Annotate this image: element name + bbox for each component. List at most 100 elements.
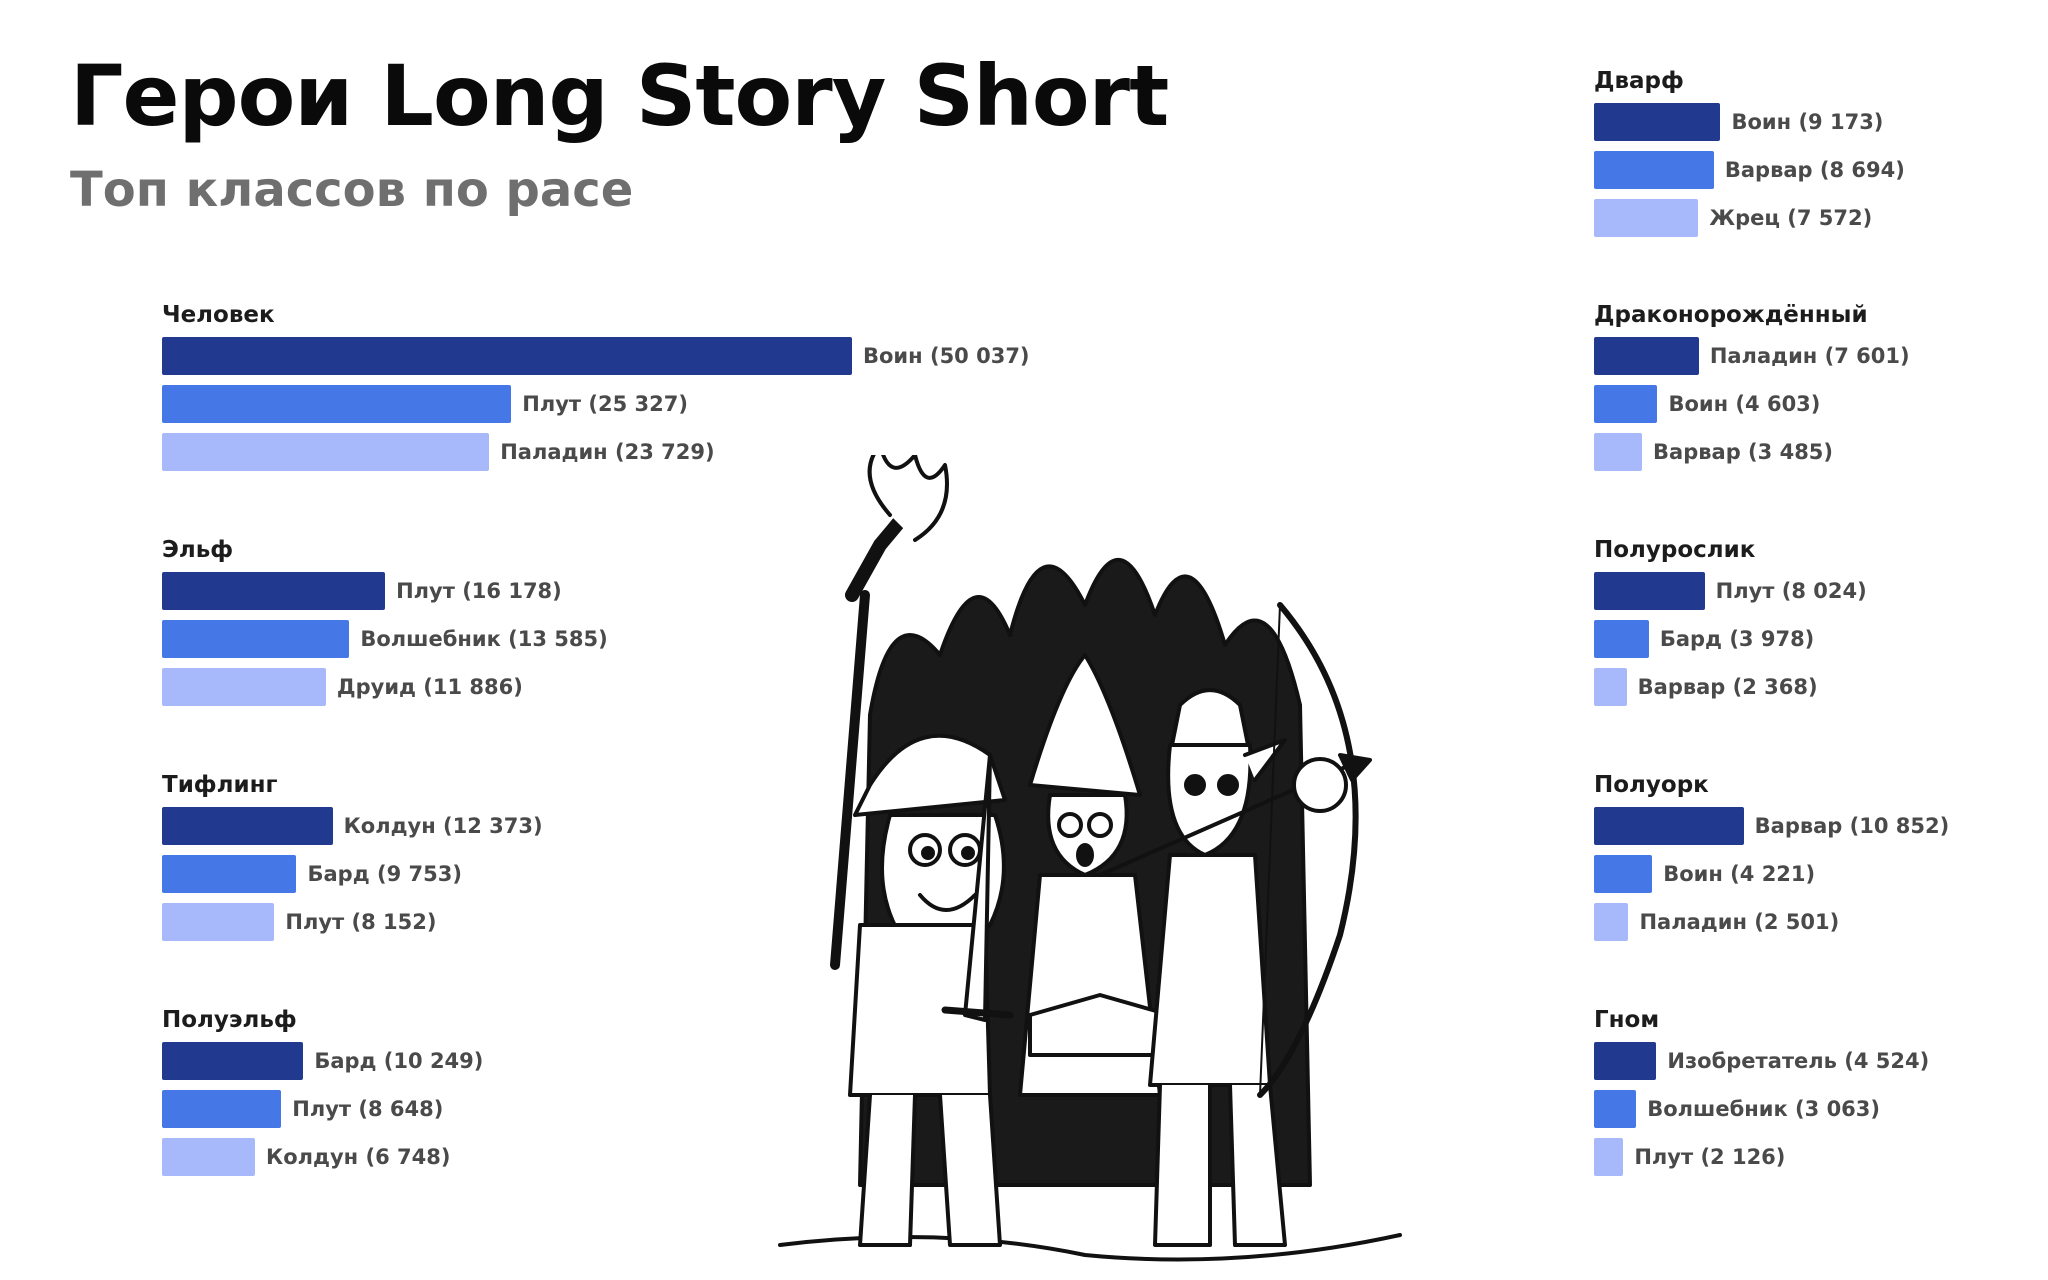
bar-row: Колдун (6 748) [162, 1133, 682, 1181]
bar [162, 903, 275, 941]
bar [162, 385, 512, 423]
bar-row: Паладин (23 729) [162, 428, 715, 476]
bar-value-label: Плут (8 648) [292, 1097, 444, 1121]
bar-value-label: Варвар (10 852) [1754, 814, 1950, 838]
page-subtitle: Топ классов по расе [70, 162, 634, 218]
race-group: Гном Изобретатель (4 524) Волшебник (3 063… [1594, 1003, 2048, 1181]
bar [1594, 103, 1721, 141]
race-group: Человек Воин (50 037) Плут (25 327) Паладин… [162, 298, 1030, 476]
bar [162, 855, 297, 893]
bar-row: Изобретатель (4 524) [1594, 1037, 2048, 1085]
bar-value-label: Бард (3 978) [1659, 627, 1815, 651]
bar [1594, 385, 1658, 423]
heroes-illustration [778, 455, 1402, 1262]
bar-row: Плут (25 327) [162, 380, 688, 428]
race-label: Полуорк [1594, 772, 1709, 798]
bar [1594, 903, 1629, 941]
bar-value-label: Варвар (2 368) [1637, 675, 1818, 699]
bar [1594, 1090, 1637, 1128]
bar-value-label: Колдун (6 748) [266, 1145, 451, 1169]
race-label: Эльф [162, 537, 234, 563]
bar-value-label: Воин (4 221) [1663, 862, 1816, 886]
bar [1594, 337, 1699, 375]
bar-row: Волшебник (3 063) [1594, 1085, 2048, 1133]
bar-row: Бард (3 978) [1594, 615, 2048, 663]
bar-row: Плут (8 152) [162, 898, 682, 946]
bar [1594, 1138, 1624, 1176]
bar-row: Воин (9 173) [1594, 98, 2048, 146]
bar-value-label: Плут (8 152) [285, 910, 437, 934]
bar [1594, 1042, 1657, 1080]
race-group: Полурослик Плут (8 024) Бард (3 978) Варвар… [1594, 533, 2048, 711]
bar-value-label: Плут (2 126) [1634, 1145, 1786, 1169]
bar [162, 1138, 256, 1176]
bar-row: Жрец (7 572) [1594, 194, 2048, 242]
race-label: Тифлинг [162, 772, 278, 798]
bar-value-label: Волшебник (13 585) [360, 627, 608, 651]
bar-row: Варвар (3 485) [1594, 428, 2048, 476]
race-group: Дварф Воин (9 173) Варвар (8 694) Жрец (7 5… [1594, 64, 2048, 242]
bar [162, 572, 386, 610]
bar-row: Варвар (2 368) [1594, 663, 2048, 711]
bar-row: Волшебник (13 585) [162, 615, 682, 663]
race-group: Тифлинг Колдун (12 373) Бард (9 753) Плут (… [162, 768, 682, 946]
bar [1594, 572, 1705, 610]
bar-row: Паладин (2 501) [1594, 898, 2048, 946]
bar-row: Бард (10 249) [162, 1037, 682, 1085]
bar-row: Воин (4 221) [1594, 850, 2048, 898]
bar-value-label: Друид (11 886) [336, 675, 523, 699]
race-label: Полурослик [1594, 537, 1756, 563]
bar [1594, 151, 1714, 189]
bar-row: Плут (16 178) [162, 567, 682, 615]
bar-value-label: Варвар (3 485) [1653, 440, 1834, 464]
bar-value-label: Воин (9 173) [1731, 110, 1884, 134]
bar-value-label: Паладин (23 729) [500, 440, 715, 464]
bar [162, 433, 490, 471]
bar [1594, 855, 1653, 893]
bar-row: Паладин (7 601) [1594, 332, 2048, 380]
bar [1594, 807, 1744, 845]
bar-value-label: Колдун (12 373) [343, 814, 543, 838]
bar-row: Друид (11 886) [162, 663, 682, 711]
bar [1594, 620, 1649, 658]
race-label: Дварф [1594, 68, 1684, 94]
bar-row: Воин (4 603) [1594, 380, 2048, 428]
bar-value-label: Бард (9 753) [307, 862, 462, 886]
bar-value-label: Паладин (2 501) [1639, 910, 1840, 934]
bar [1594, 199, 1699, 237]
bar [162, 1042, 304, 1080]
bar-value-label: Воин (50 037) [863, 344, 1030, 368]
bar-value-label: Паладин (7 601) [1709, 344, 1910, 368]
bar-row: Бард (9 753) [162, 850, 682, 898]
bar-row: Варвар (10 852) [1594, 802, 2048, 850]
bar [1594, 668, 1627, 706]
race-group: Эльф Плут (16 178) Волшебник (13 585) Друид… [162, 533, 682, 711]
bar-row: Плут (8 024) [1594, 567, 2048, 615]
bar-value-label: Воин (4 603) [1668, 392, 1821, 416]
bar-row: Варвар (8 694) [1594, 146, 2048, 194]
race-group: Полуэльф Бард (10 249) Плут (8 648) Колдун … [162, 1003, 682, 1181]
bar-row: Колдун (12 373) [162, 802, 682, 850]
bar [162, 337, 852, 375]
bar [162, 1090, 282, 1128]
bar-value-label: Плут (16 178) [396, 579, 562, 603]
race-group: Полуорк Варвар (10 852) Воин (4 221) Палади… [1594, 768, 2048, 946]
bar [162, 668, 326, 706]
bar-row: Плут (2 126) [1594, 1133, 2048, 1181]
bar-value-label: Плут (25 327) [522, 392, 688, 416]
race-label: Человек [162, 302, 275, 328]
bar-value-label: Изобретатель (4 524) [1667, 1049, 1930, 1073]
race-group: Драконорождённый Паладин (7 601) Воин (4 6… [1594, 298, 2048, 476]
bar-value-label: Бард (10 249) [314, 1049, 484, 1073]
bar [162, 620, 350, 658]
bar-row: Воин (50 037) [162, 332, 1030, 380]
bar [162, 807, 333, 845]
bar-value-label: Плут (8 024) [1715, 579, 1867, 603]
page-title: Герои Long Story Short [70, 47, 1169, 145]
race-label: Гном [1594, 1007, 1660, 1033]
bar [1594, 433, 1643, 471]
race-label: Драконорождённый [1594, 302, 1868, 328]
bar-value-label: Жрец (7 572) [1709, 206, 1873, 230]
race-label: Полуэльф [162, 1007, 297, 1033]
bar-value-label: Волшебник (3 063) [1647, 1097, 1880, 1121]
